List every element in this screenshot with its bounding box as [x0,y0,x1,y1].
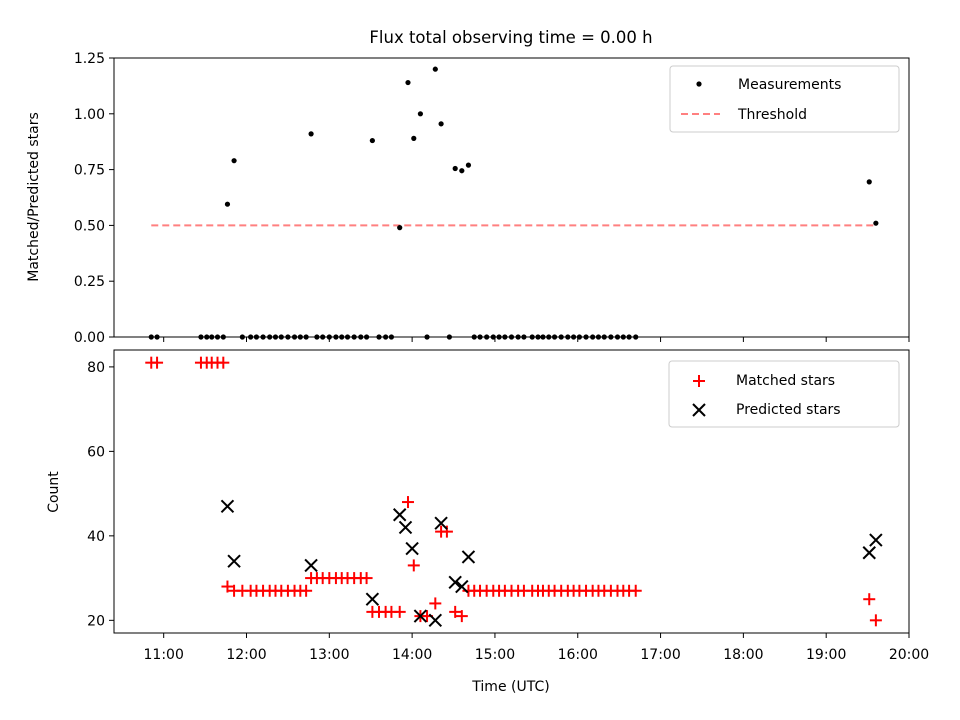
bottom-ytick-label: 20 [87,613,105,629]
top-ytick-label: 0.50 [74,218,105,234]
measurement-point [231,158,237,164]
predicted-star-point [455,579,469,594]
predicted-star-point [304,558,318,573]
top-y-ticks: 0.00 0.25 0.50 0.75 1.00 1.25 [74,51,114,346]
top-ytick-label: 0.25 [74,274,105,290]
top-legend: Measurements Threshold [669,65,900,133]
bottom-ytick-label: 60 [87,444,105,460]
bottom-xtick-label: 13:00 [309,647,349,663]
measurement-point [224,201,231,207]
legend-threshold-label: Threshold [737,107,807,123]
predicted-star-point [862,546,876,560]
measurement-point [866,179,872,185]
matched-star-point [401,496,414,509]
bottom-xtick-label: 14:00 [392,647,432,663]
bottom-xtick-label: 12:00 [226,647,266,663]
bottom-ytick-label: 40 [87,529,105,545]
measurement-point [459,168,465,174]
matched-star-point [440,525,453,538]
measurement-point [438,121,444,127]
predicted-star-point [413,609,428,623]
measurement-point [452,165,458,172]
predicted-star-point [227,554,241,568]
predicted-star-point [434,516,448,530]
top-ytick-label: 0.75 [74,163,105,179]
bottom-xtick-label: 16:00 [558,647,598,663]
top-y-axis-label: Matched/Predicted stars [26,112,42,282]
measurement-point [417,111,424,117]
bottom-xtick-label: 18:00 [723,647,763,663]
matched-star-point [407,559,420,572]
measurement-point [405,79,411,86]
top-x-ticks [163,337,910,342]
legend-matched-label: Matched stars [736,373,835,389]
bottom-xtick-label: 11:00 [144,647,184,663]
top-panel: Flux total observing time = 0.00 h 0.000… [26,28,910,346]
predicted-star-point [405,541,419,556]
measurement-point [465,162,472,168]
bottom-y-ticks: 20 40 60 80 [87,360,114,629]
bottom-y-axis-label: Count [46,471,62,513]
matched-star-point [393,605,406,618]
matched-star-point [300,584,313,597]
bottom-xtick-label: 19:00 [806,647,846,663]
matched-star-point [629,584,642,597]
matched-star-point [429,597,442,610]
bottom-legend: Matched stars Predicted stars [668,360,900,428]
bottom-xtick-label: 15:00 [475,647,515,663]
matched-star-point [455,610,468,623]
measurement-point [873,220,879,226]
predicted-star-point [428,613,443,628]
bottom-xtick-label: 20:00 [889,647,929,663]
top-ytick-label: 1.00 [74,107,105,123]
bottom-axes-frame [113,349,910,634]
legend-matched-marker [693,375,705,387]
measurement-point [411,135,417,141]
matched-star-point [221,580,234,593]
legend-predicted-label: Predicted stars [736,402,841,418]
bottom-legend-box [668,360,900,428]
matched-star-point [449,605,462,618]
measurement-point [397,225,403,231]
top-ytick-label: 1.25 [74,51,105,67]
chart-title: Flux total observing time = 0.00 h [369,28,652,47]
legend-predicted-marker [692,403,706,417]
predicted-star-point [869,533,883,547]
matched-star-point [151,356,164,369]
predicted-star-point [398,520,413,535]
predicted-star-point [461,550,476,564]
matched-star-point [217,356,230,369]
matched-star-point [863,593,876,606]
top-plot-area [148,66,879,340]
predicted-star-point [220,499,235,513]
top-legend-box [669,65,900,133]
measurement-point [369,137,375,144]
bottom-xtick-label: 17:00 [640,647,680,663]
predicted-star-point [448,575,462,590]
bottom-plot-area [145,356,883,628]
top-ytick-label: 0.00 [74,330,105,346]
measurement-point [432,66,438,72]
matched-star-point [360,572,373,585]
legend-measurements-label: Measurements [738,77,841,93]
bottom-ytick-label: 80 [87,360,105,376]
predicted-star-point [365,592,380,606]
top-axes-frame [113,57,910,338]
bottom-x-ticks: 11:00 12:00 13:00 14:00 15:00 16:00 17:00 18:00… [144,633,929,663]
bottom-x-axis-label: Time (UTC) [471,679,549,695]
legend-measurements-marker [696,81,702,87]
matched-star-point [869,614,882,627]
measurement-point [308,131,314,137]
predicted-star-point [392,508,407,522]
